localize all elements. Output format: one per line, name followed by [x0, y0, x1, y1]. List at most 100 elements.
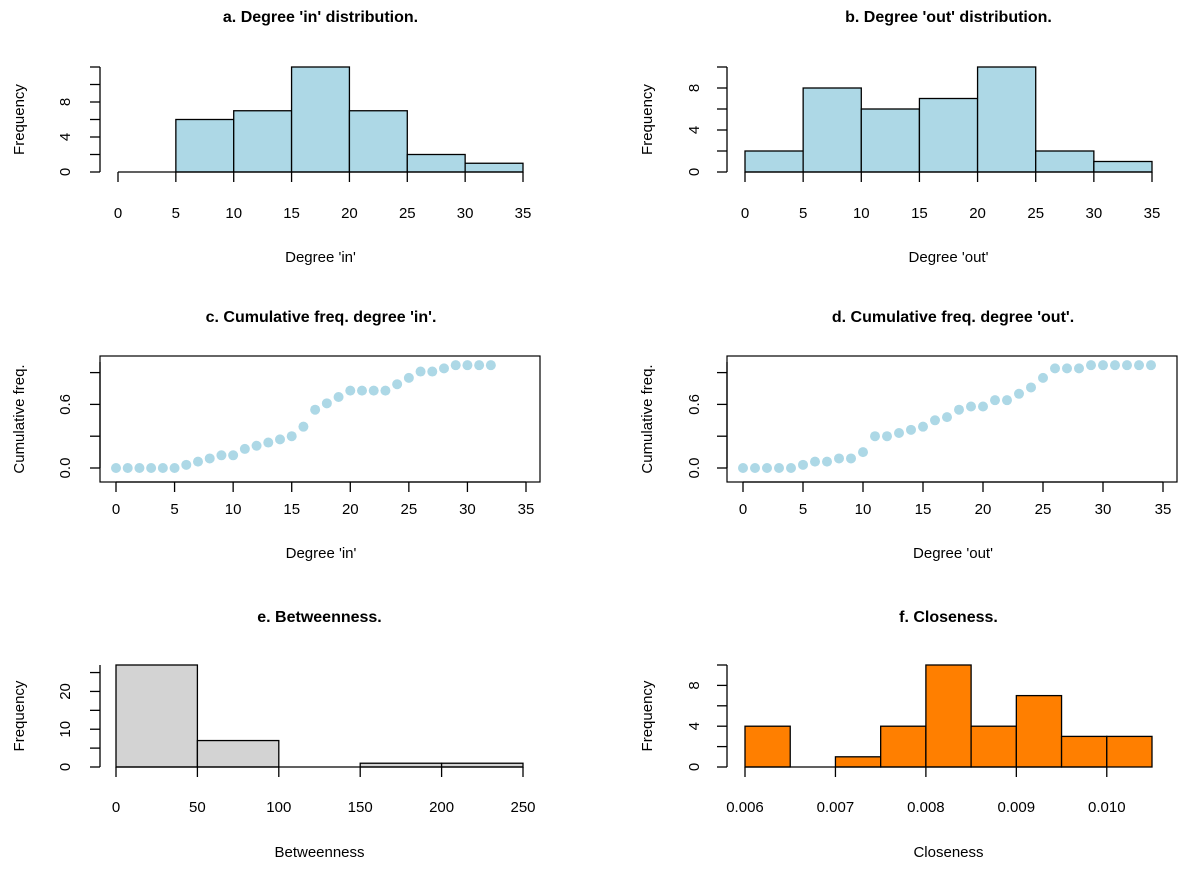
point: [462, 360, 472, 370]
plot-frame: [100, 356, 540, 482]
point: [240, 444, 250, 454]
y-tick-label: 4: [686, 722, 703, 730]
point: [966, 402, 976, 412]
x-tick-label: 15: [911, 205, 928, 222]
bar: [234, 111, 292, 172]
bar: [926, 665, 971, 767]
point: [334, 392, 344, 402]
y-axis-label: Frequency: [639, 680, 656, 751]
x-tick-label: 0: [112, 799, 120, 816]
x-tick-label: 30: [459, 501, 476, 518]
point: [882, 431, 892, 441]
point: [322, 398, 332, 408]
x-tick-label: 5: [172, 205, 180, 222]
x-tick-label: 0: [114, 205, 122, 222]
point: [205, 453, 215, 463]
x-tick-label: 100: [266, 799, 291, 816]
x-tick-label: 150: [348, 799, 373, 816]
point: [954, 405, 964, 415]
panel-a: a. Degree 'in' distribution. 0 5 10 15 20 25 30…: [11, 9, 531, 266]
y-axis-label: Frequency: [639, 84, 656, 155]
x-tick-label: 10: [225, 205, 242, 222]
point: [870, 431, 880, 441]
point: [1062, 363, 1072, 373]
point: [834, 453, 844, 463]
bar: [971, 726, 1016, 767]
x-tick-label: 25: [401, 501, 418, 518]
point: [380, 386, 390, 396]
point: [798, 460, 808, 470]
point: [750, 463, 760, 473]
x-axis-label: Degree 'in': [286, 545, 357, 562]
x-tick-label: 10: [853, 205, 870, 222]
point: [1074, 363, 1084, 373]
point: [1146, 360, 1156, 370]
point: [474, 360, 484, 370]
point: [1014, 389, 1024, 399]
panel-c: c. Cumulative freq. degree 'in'. 0 5 10 15 20…: [11, 309, 540, 562]
x-tick-label: 0.010: [1088, 799, 1126, 816]
y-tick-label: 0.0: [686, 458, 703, 479]
chart-title: e. Betweenness.: [257, 609, 382, 626]
bar: [349, 111, 407, 172]
point: [134, 463, 144, 473]
chart-title: d. Cumulative freq. degree 'out'.: [832, 309, 1074, 326]
x-tick-label: 20: [342, 501, 359, 518]
bar: [861, 109, 919, 172]
y-tick-label: 0: [686, 763, 703, 771]
x-tick-label: 50: [189, 799, 206, 816]
x-axis-label: Closeness: [913, 844, 983, 861]
bar: [1016, 696, 1061, 767]
x-tick-label: 0: [112, 501, 120, 518]
bar: [919, 99, 977, 173]
point: [918, 422, 928, 432]
x-tick-label: 200: [429, 799, 454, 816]
bar: [1094, 162, 1152, 173]
point: [228, 450, 238, 460]
chart-title: b. Degree 'out' distribution.: [845, 9, 1052, 26]
chart-title: a. Degree 'in' distribution.: [223, 9, 418, 26]
point: [738, 463, 748, 473]
point: [1134, 360, 1144, 370]
bar: [745, 151, 803, 172]
bar: [978, 67, 1036, 172]
point: [158, 463, 168, 473]
point: [287, 431, 297, 441]
point: [774, 463, 784, 473]
x-tick-label: 0.008: [907, 799, 945, 816]
x-tick-label: 0.009: [998, 799, 1036, 816]
x-tick-label: 20: [975, 501, 992, 518]
y-tick-label: 0: [57, 763, 74, 771]
chart-title: f. Closeness.: [899, 609, 998, 626]
point: [1002, 395, 1012, 405]
point: [263, 438, 273, 448]
y-tick-label: 8: [686, 681, 703, 689]
point: [1122, 360, 1132, 370]
bar: [1107, 736, 1152, 767]
point: [146, 463, 156, 473]
point: [858, 447, 868, 457]
point: [810, 457, 820, 467]
point: [275, 434, 285, 444]
x-tick-label: 25: [1035, 501, 1052, 518]
x-tick-label: 5: [170, 501, 178, 518]
point: [170, 463, 180, 473]
bar: [176, 120, 234, 173]
x-tick-label: 35: [1155, 501, 1172, 518]
point: [1086, 360, 1096, 370]
bar: [116, 665, 197, 767]
y-axis-label: Cumulative freq.: [11, 364, 28, 473]
x-tick-label: 30: [457, 205, 474, 222]
point: [123, 463, 133, 473]
point: [930, 415, 940, 425]
y-tick-label: 0.6: [57, 394, 74, 415]
point: [427, 367, 437, 377]
point: [392, 379, 402, 389]
panel-d: d. Cumulative freq. degree 'out'. 0 5 10 15 2…: [639, 309, 1177, 562]
point: [345, 386, 355, 396]
bar: [407, 155, 465, 173]
point: [310, 405, 320, 415]
bar: [881, 726, 926, 767]
x-tick-label: 35: [1144, 205, 1161, 222]
